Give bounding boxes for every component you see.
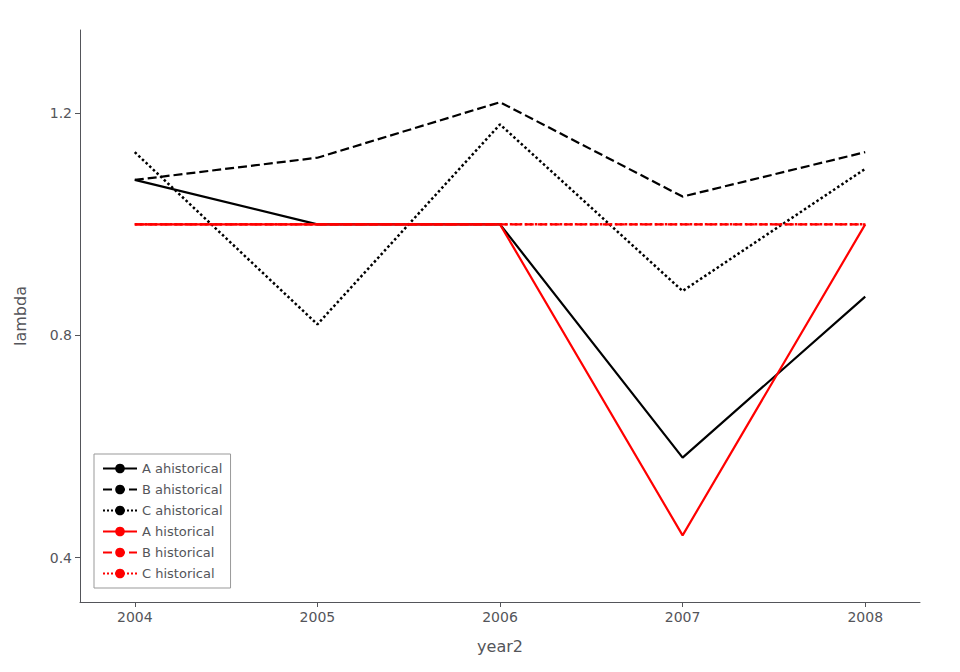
- svg-text:2008: 2008: [847, 609, 883, 625]
- svg-text:0.8: 0.8: [50, 327, 72, 343]
- svg-text:A historical: A historical: [142, 524, 214, 539]
- svg-text:2004: 2004: [117, 609, 153, 625]
- svg-text:2007: 2007: [665, 609, 701, 625]
- svg-text:1.2: 1.2: [50, 105, 72, 121]
- svg-text:B ahistorical: B ahistorical: [142, 482, 222, 497]
- svg-text:C historical: C historical: [142, 566, 215, 581]
- svg-text:2006: 2006: [482, 609, 518, 625]
- svg-text:year2: year2: [477, 637, 523, 656]
- svg-text:0.4: 0.4: [50, 550, 72, 566]
- svg-text:B historical: B historical: [142, 545, 214, 560]
- svg-text:A ahistorical: A ahistorical: [142, 461, 222, 476]
- svg-text:lambda: lambda: [11, 286, 30, 346]
- svg-text:2005: 2005: [300, 609, 336, 625]
- svg-text:C ahistorical: C ahistorical: [142, 503, 223, 518]
